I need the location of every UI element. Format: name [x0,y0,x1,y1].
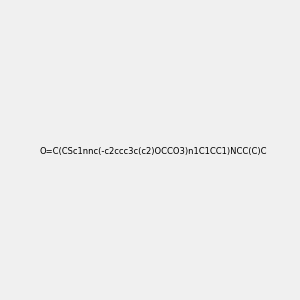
Text: O=C(CSc1nnc(-c2ccc3c(c2)OCCO3)n1C1CC1)NCC(C)C: O=C(CSc1nnc(-c2ccc3c(c2)OCCO3)n1C1CC1)NC… [40,147,268,156]
